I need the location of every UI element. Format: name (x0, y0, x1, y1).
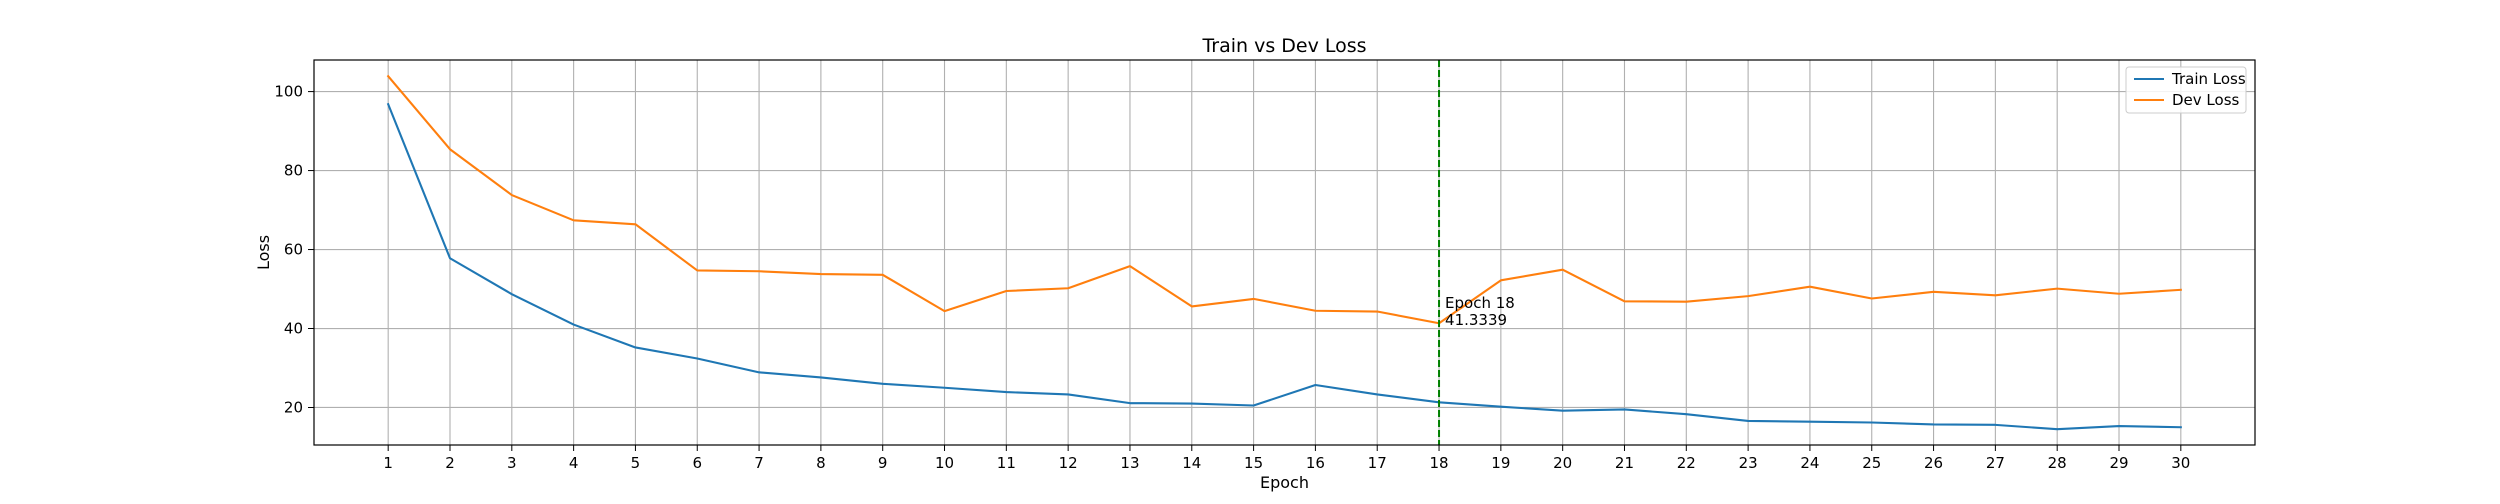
x-tick-label: 27 (1986, 454, 2005, 472)
annotation-epoch-label: Epoch 18 (1445, 294, 1515, 312)
x-tick-label: 14 (1182, 454, 1201, 472)
x-tick-label: 10 (935, 454, 954, 472)
y-tick-label: 20 (284, 398, 303, 416)
y-axis-label: Loss (254, 235, 273, 270)
x-axis-ticks: 1 2 3 4 5 6 7 8 9 10 11 12 13 14 15 16 17 18 19 20 21 22 23 24 2… (383, 445, 2190, 472)
x-tick-label: 18 (1429, 454, 1448, 472)
dev-loss-line (386, 74, 2182, 325)
x-tick-label: 29 (2109, 454, 2128, 472)
x-tick-label: 17 (1368, 454, 1387, 472)
y-tick-label: 80 (284, 162, 303, 180)
x-tick-label: 15 (1244, 454, 1263, 472)
x-tick-label: 1 (383, 454, 393, 472)
legend-label-dev: Dev Loss (2172, 91, 2240, 109)
y-axis-ticks: 20 40 60 80 100 (274, 83, 314, 416)
x-tick-label: 24 (1800, 454, 1819, 472)
x-tick-label: 21 (1615, 454, 1634, 472)
x-tick-label: 19 (1491, 454, 1510, 472)
x-tick-label: 6 (692, 454, 702, 472)
y-tick-label: 100 (274, 83, 303, 101)
series-lines (386, 74, 2182, 431)
x-tick-label: 9 (878, 454, 888, 472)
x-tick-label: 13 (1120, 454, 1139, 472)
grid (314, 60, 2255, 445)
x-tick-label: 22 (1677, 454, 1696, 472)
y-tick-label: 60 (284, 241, 303, 259)
x-tick-label: 11 (997, 454, 1016, 472)
annotation-value-label: 41.3339 (1445, 311, 1507, 329)
x-tick-label: 8 (816, 454, 826, 472)
x-tick-label: 16 (1306, 454, 1325, 472)
x-tick-label: 26 (1924, 454, 1943, 472)
legend: Train Loss Dev Loss (2125, 66, 2247, 114)
y-tick-label: 40 (284, 320, 303, 338)
x-tick-label: 30 (2171, 454, 2190, 472)
x-tick-label: 12 (1059, 454, 1078, 472)
x-tick-label: 7 (754, 454, 764, 472)
chart-title: Train vs Dev Loss (1201, 35, 1366, 57)
x-tick-label: 23 (1739, 454, 1758, 472)
x-tick-label: 25 (1862, 454, 1881, 472)
plot-frame (313, 59, 2256, 446)
x-axis-label: Epoch (1260, 473, 1309, 492)
x-tick-label: 20 (1553, 454, 1572, 472)
x-tick-label: 5 (631, 454, 641, 472)
x-tick-label: 4 (569, 454, 579, 472)
x-tick-label: 2 (445, 454, 455, 472)
x-tick-label: 3 (507, 454, 517, 472)
train-loss-line (386, 102, 2182, 431)
x-tick-label: 28 (2048, 454, 2067, 472)
legend-label-train: Train Loss (2171, 70, 2246, 88)
